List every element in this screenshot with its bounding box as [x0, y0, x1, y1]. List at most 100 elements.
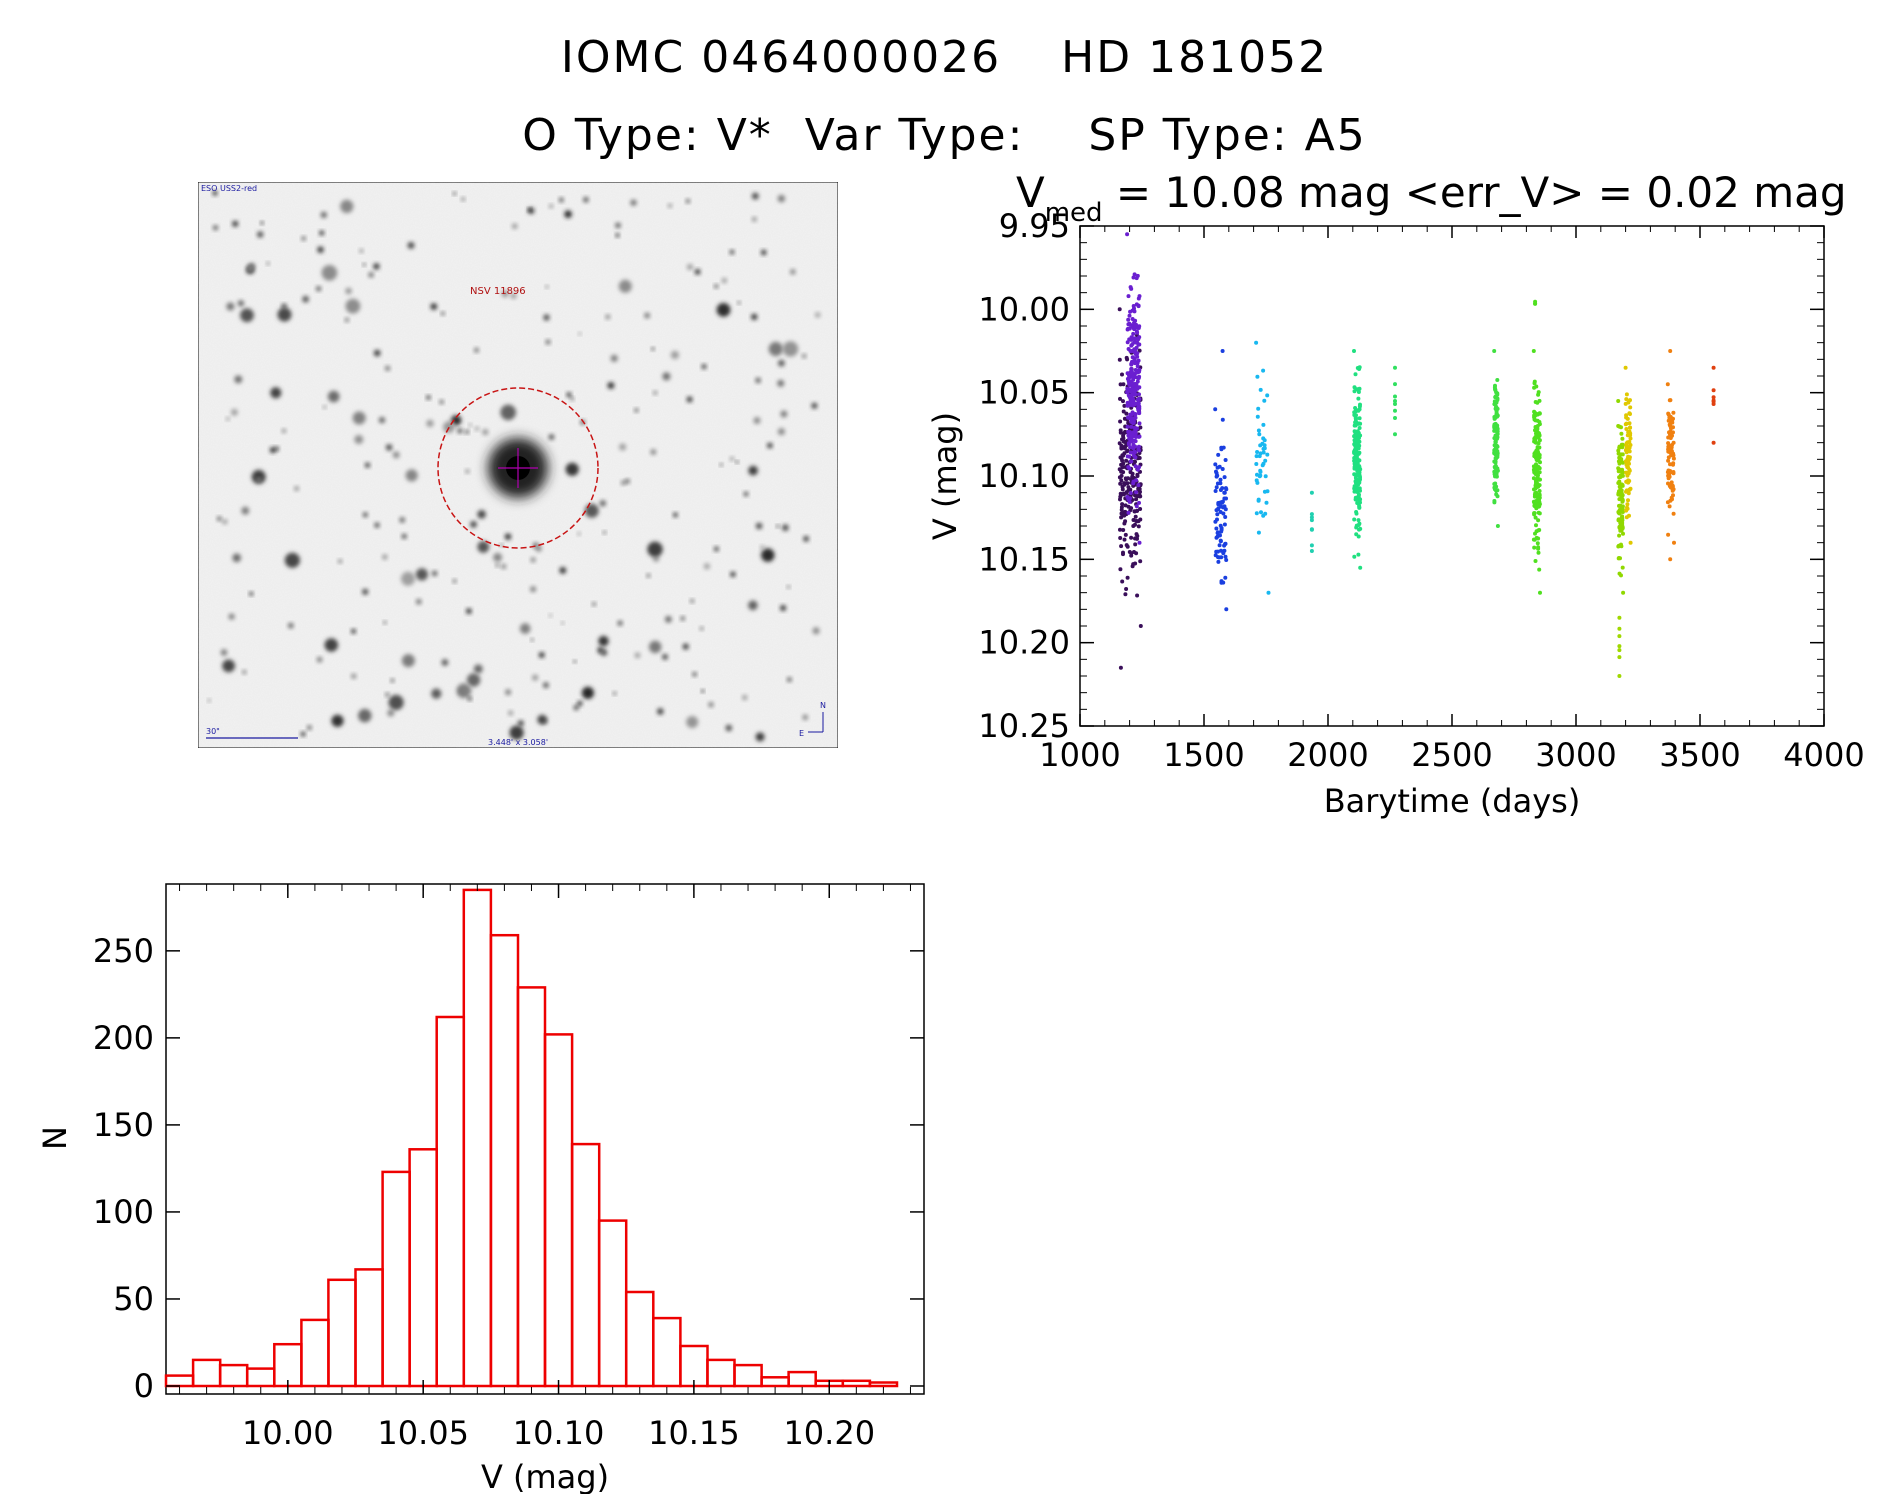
- data-point: [1134, 490, 1139, 495]
- light-curve-frame: [1079, 225, 1825, 727]
- data-point: [1131, 403, 1135, 408]
- data-point: [1262, 443, 1267, 448]
- data-point: [1129, 367, 1134, 371]
- sky-star: [281, 303, 287, 309]
- data-point: [1618, 525, 1623, 530]
- data-point: [1126, 465, 1131, 470]
- data-point: [1492, 459, 1497, 464]
- data-point: [1616, 481, 1621, 485]
- sky-star: [226, 417, 230, 421]
- sky-star: [302, 295, 309, 303]
- data-point: [1620, 470, 1625, 475]
- data-point: [1132, 452, 1137, 457]
- data-point: [1136, 408, 1141, 412]
- data-point: [1619, 459, 1624, 464]
- data-point: [1219, 555, 1224, 560]
- data-point: [1137, 451, 1142, 455]
- data-point: [1536, 453, 1541, 458]
- data-point: [1532, 413, 1537, 418]
- data-point: [1136, 407, 1141, 412]
- sky-star: [802, 714, 808, 720]
- data-point: [1533, 486, 1538, 491]
- data-point: [1135, 364, 1140, 369]
- sky-star: [743, 491, 749, 497]
- data-point: [1618, 528, 1623, 533]
- data-point: [1537, 511, 1542, 516]
- data-point: [1130, 401, 1135, 406]
- data-point: [1669, 426, 1673, 431]
- sky-star: [610, 354, 618, 362]
- data-point: [1492, 485, 1497, 490]
- sky-star: [222, 519, 228, 525]
- data-point: [1625, 459, 1630, 464]
- data-point: [1222, 496, 1227, 501]
- data-point: [1494, 473, 1499, 478]
- data-point: [1127, 499, 1132, 504]
- data-point: [1132, 490, 1137, 495]
- data-point: [1125, 449, 1130, 454]
- data-point: [1619, 431, 1624, 436]
- data-point: [1671, 425, 1675, 430]
- data-point: [1619, 442, 1624, 447]
- data-point: [1537, 498, 1541, 502]
- data-point: [1124, 355, 1129, 360]
- data-point: [1118, 396, 1122, 401]
- data-point: [1121, 382, 1126, 387]
- data-point: [1120, 372, 1124, 377]
- data-point: [1133, 491, 1138, 496]
- data-point: [1620, 436, 1625, 441]
- data-point: [1495, 429, 1500, 434]
- data-point: [1258, 473, 1263, 478]
- sky-star: [755, 377, 761, 383]
- data-point: [1617, 648, 1622, 653]
- data-point: [1129, 371, 1134, 376]
- x-tick-label: 4000: [1783, 736, 1864, 774]
- data-point: [1492, 349, 1497, 353]
- data-point: [1666, 418, 1671, 423]
- data-point: [1134, 504, 1139, 509]
- data-point: [1352, 466, 1357, 471]
- data-point: [1219, 579, 1224, 584]
- data-point: [1393, 408, 1397, 413]
- data-point: [1128, 445, 1133, 450]
- data-point: [1532, 436, 1537, 441]
- data-point: [1619, 452, 1624, 457]
- data-point: [1354, 485, 1359, 490]
- sky-star: [385, 365, 391, 371]
- histogram-bar: [218, 1363, 249, 1388]
- data-point: [1126, 433, 1131, 438]
- sky-star: [737, 301, 741, 305]
- sky-star: [246, 265, 254, 273]
- data-point: [1132, 306, 1136, 311]
- data-point: [1628, 425, 1632, 430]
- sky-star: [686, 716, 699, 728]
- data-point: [1626, 455, 1631, 460]
- sky-star: [600, 649, 608, 656]
- data-point: [1492, 399, 1497, 404]
- data-point: [1532, 417, 1537, 422]
- data-point: [1133, 425, 1137, 430]
- data-point: [1128, 374, 1133, 379]
- data-point: [1137, 342, 1142, 347]
- data-point: [1135, 273, 1140, 278]
- data-point: [1222, 490, 1227, 495]
- data-point: [1130, 477, 1135, 482]
- sky-star: [584, 503, 599, 518]
- data-point: [1132, 509, 1137, 514]
- data-point: [1494, 405, 1499, 410]
- sky-star: [748, 600, 758, 611]
- data-point: [1263, 511, 1268, 516]
- sky-star: [382, 554, 388, 560]
- data-point: [1352, 472, 1357, 477]
- data-point: [1536, 528, 1541, 533]
- data-point: [1535, 481, 1540, 486]
- data-point: [1264, 500, 1269, 505]
- data-point: [1355, 439, 1360, 444]
- data-point: [1534, 412, 1539, 417]
- data-point: [1628, 433, 1633, 438]
- sky-star: [653, 555, 660, 562]
- data-point: [1121, 445, 1126, 450]
- data-point: [1356, 408, 1361, 413]
- data-point: [1494, 468, 1499, 473]
- data-point: [1131, 446, 1136, 451]
